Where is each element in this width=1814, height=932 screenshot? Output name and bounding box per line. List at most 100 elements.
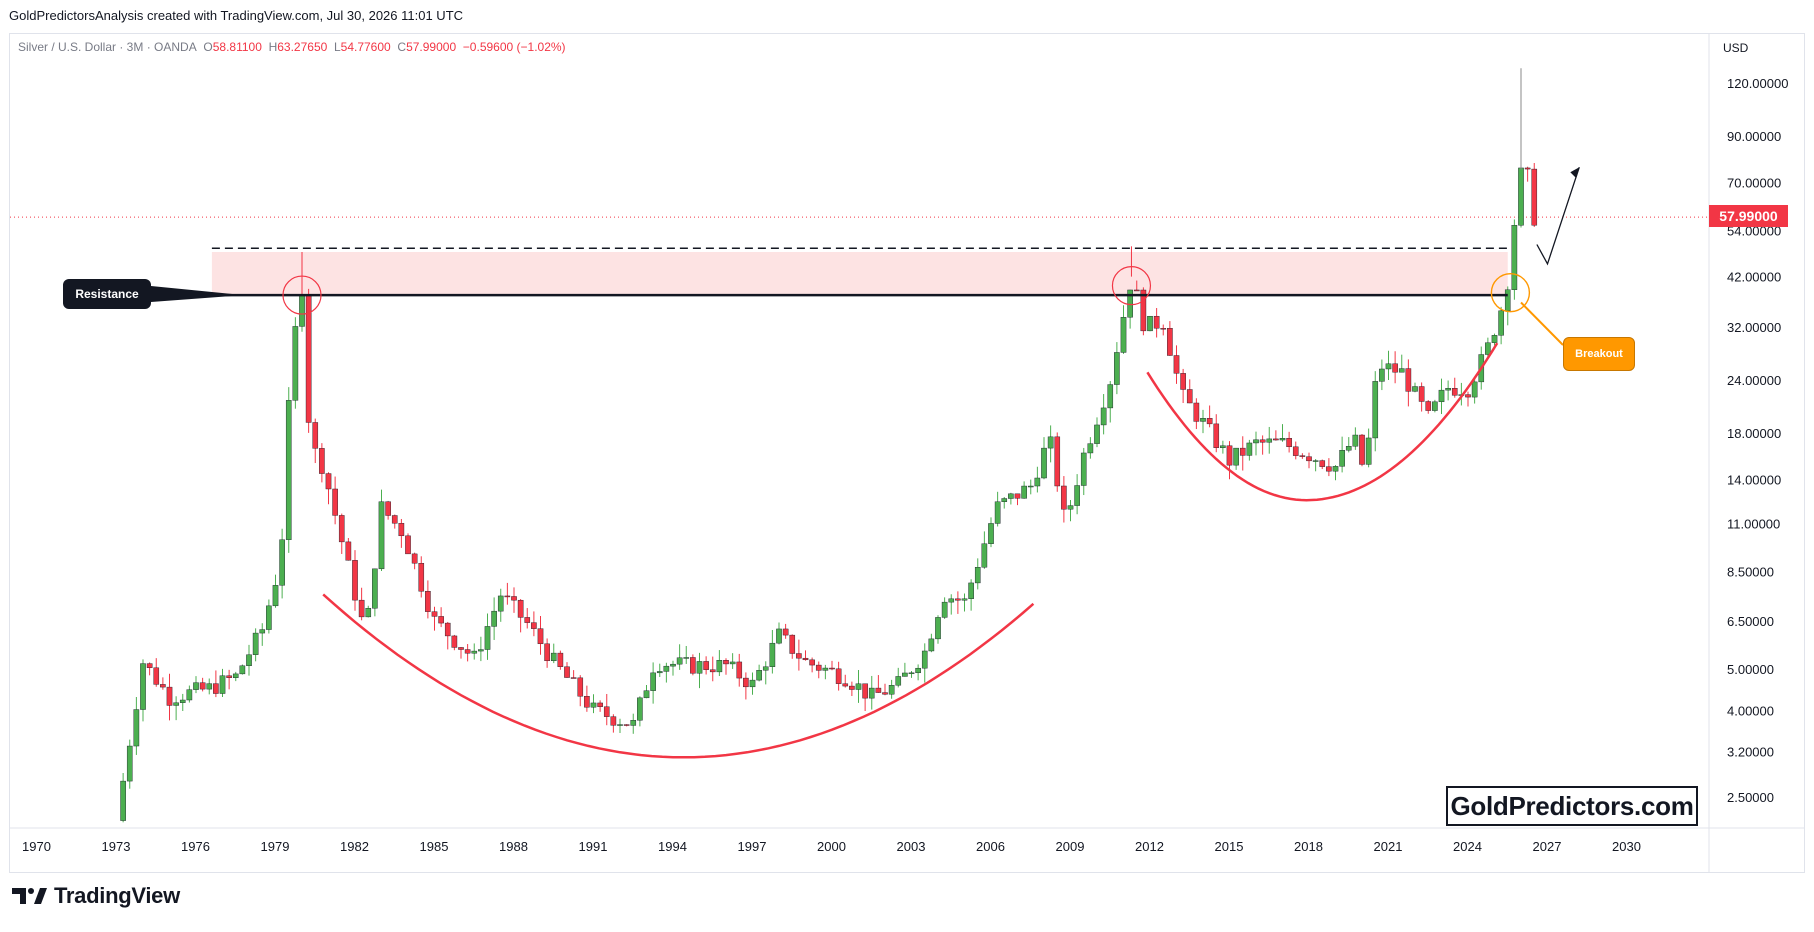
resistance-pointer xyxy=(151,286,244,302)
candle-body xyxy=(1498,310,1504,336)
candle-body xyxy=(1067,505,1074,510)
candle-body xyxy=(630,720,637,726)
candle-body xyxy=(345,541,352,561)
candle-body xyxy=(690,657,696,674)
footer-brand[interactable]: TradingView xyxy=(12,883,180,909)
candle-body xyxy=(1213,423,1220,448)
price-tick-label: 42.00000 xyxy=(1727,270,1781,285)
candle-body xyxy=(1425,401,1432,411)
candle-body xyxy=(279,539,285,586)
forecast-arrowhead xyxy=(1570,167,1580,179)
candle-body xyxy=(444,622,451,637)
candle-body xyxy=(517,599,524,618)
candle-body xyxy=(1133,289,1140,292)
price-tick-label: 90.00000 xyxy=(1727,129,1781,144)
candle-body xyxy=(1180,373,1186,390)
candle-body xyxy=(776,628,782,644)
candle-body xyxy=(206,683,213,690)
candle-body xyxy=(955,598,961,601)
time-tick-label: 1991 xyxy=(579,839,608,854)
candle-body xyxy=(1061,485,1067,510)
currency-label[interactable]: USD xyxy=(1723,41,1749,55)
peak-2011-circle xyxy=(1111,266,1152,306)
candle-body xyxy=(1127,289,1133,318)
time-tick-label: 2018 xyxy=(1294,839,1323,854)
candle-body xyxy=(531,622,537,629)
resistance-callout: Resistance xyxy=(63,279,151,309)
candle-body xyxy=(537,628,544,645)
candle-body xyxy=(146,663,153,669)
time-tick-label: 1988 xyxy=(499,839,528,854)
candle-body xyxy=(570,677,577,679)
candle-body xyxy=(617,724,623,726)
candle-body xyxy=(743,677,749,688)
time-tick-label: 2030 xyxy=(1612,839,1641,854)
price-tick-label: 5.00000 xyxy=(1727,662,1774,677)
candle-body xyxy=(1372,381,1379,439)
time-tick-label: 2024 xyxy=(1453,839,1482,854)
candle-body xyxy=(623,724,630,726)
time-tick-label: 1970 xyxy=(22,839,51,854)
candle-body xyxy=(1405,368,1412,392)
candle-body xyxy=(895,676,902,686)
secondary-cup-arc xyxy=(1146,342,1499,502)
candle-body xyxy=(1273,438,1279,441)
candle-body xyxy=(491,610,497,627)
candle-body xyxy=(650,672,656,691)
candle-body xyxy=(809,659,815,666)
candle-body xyxy=(471,650,478,654)
candle-body xyxy=(1147,315,1153,332)
candle-body xyxy=(564,666,570,678)
candle-body xyxy=(524,617,531,623)
candle-body xyxy=(762,666,769,671)
time-tick-label: 2027 xyxy=(1533,839,1562,854)
symbol-name: Silver / U.S. Dollar · 3M · OANDA xyxy=(18,40,197,54)
candle-body xyxy=(226,675,232,678)
candle-body xyxy=(385,501,391,516)
last-price-tag: 57.99000 xyxy=(1709,205,1788,227)
candle-body xyxy=(1120,317,1127,353)
candle-body xyxy=(1286,438,1292,448)
time-tick-label: 2006 xyxy=(976,839,1005,854)
candle-body xyxy=(789,634,796,654)
candle-body xyxy=(425,591,431,612)
candle-body xyxy=(1332,466,1339,472)
chart-frame xyxy=(9,33,1805,873)
candle-body xyxy=(1107,384,1114,409)
price-tick-label: 32.00000 xyxy=(1727,320,1781,335)
candle-body xyxy=(1339,450,1345,467)
candle-body xyxy=(855,683,862,690)
candle-body xyxy=(504,595,511,598)
candle-body xyxy=(451,635,458,648)
candle-body xyxy=(610,716,617,726)
candle-body xyxy=(458,647,464,650)
candle-body xyxy=(597,702,603,707)
price-tick-label: 6.50000 xyxy=(1727,614,1774,629)
time-tick-label: 1979 xyxy=(261,839,290,854)
candle-body xyxy=(550,652,557,662)
candle-body xyxy=(683,657,690,659)
breakout-pointer xyxy=(1520,301,1564,346)
candle-body xyxy=(312,422,319,449)
candle-body xyxy=(1511,225,1518,290)
candle-body xyxy=(1432,401,1438,411)
time-tick-label: 1997 xyxy=(738,839,767,854)
candle-body xyxy=(1326,466,1332,472)
candle-body xyxy=(511,596,517,601)
high-label: H xyxy=(268,40,278,54)
candle-body xyxy=(1034,477,1041,487)
candle-body xyxy=(299,294,305,327)
candle-body xyxy=(1445,388,1451,391)
candle-body xyxy=(1186,389,1193,404)
candle-body xyxy=(968,582,974,599)
candle-body xyxy=(1531,168,1538,226)
candle-body xyxy=(1345,445,1352,451)
candle-body xyxy=(643,690,650,699)
candle-body xyxy=(120,780,126,821)
time-tick-label: 1982 xyxy=(340,839,369,854)
candle-body xyxy=(729,661,736,665)
candle-body xyxy=(849,685,855,690)
footer-brand-text: TradingView xyxy=(54,883,180,908)
time-tick-label: 1973 xyxy=(102,839,131,854)
